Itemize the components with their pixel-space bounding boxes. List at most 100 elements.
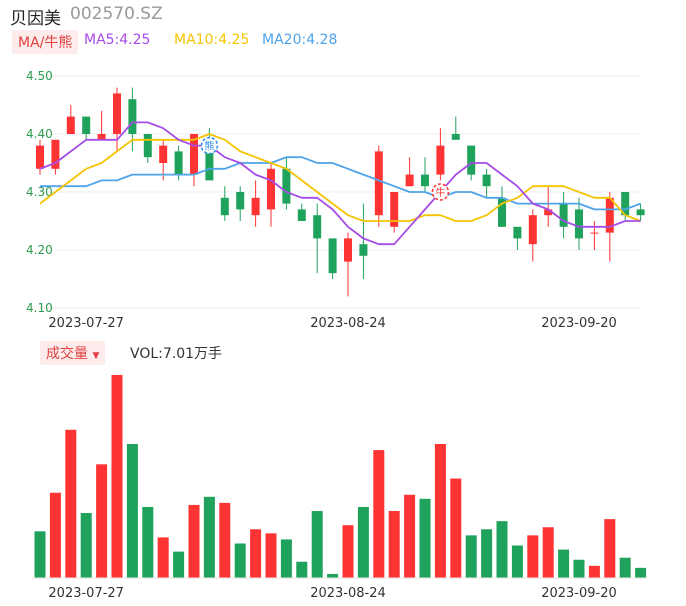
volume-bar (465, 535, 477, 578)
marker-label: 熊 (204, 140, 214, 153)
bear-marker-icon (200, 136, 219, 155)
candle-body (143, 134, 152, 158)
ma20-line (40, 156, 641, 211)
ma5-line (39, 121, 641, 246)
candle-body (205, 139, 214, 181)
volume-bar (434, 444, 446, 578)
marker-label: 牛 (435, 186, 445, 199)
volume-bar (173, 551, 185, 578)
x-tick-label: 2023-08-24 (310, 316, 386, 331)
candle-body (436, 145, 445, 175)
volume-bar (126, 444, 138, 578)
volume-bar (527, 535, 539, 578)
candle-body (297, 209, 306, 221)
candle-body (251, 197, 260, 216)
volume-bar (635, 567, 647, 578)
ma10-line (39, 133, 641, 222)
volume-bar (219, 502, 231, 578)
candle-body (359, 244, 368, 256)
candle-body (559, 203, 568, 227)
volume-bar (142, 506, 154, 578)
candle-body (528, 215, 537, 245)
candle-body (374, 151, 383, 216)
candle-body (482, 174, 491, 187)
volume-bar (481, 529, 493, 578)
candle-body (513, 226, 522, 239)
candle-body (313, 215, 322, 239)
volume-indicator-dropdown[interactable]: 成交量 ▼ (40, 341, 106, 365)
candle-body (451, 134, 460, 140)
volume-bar (96, 464, 108, 578)
candle-body (66, 116, 75, 134)
candle-body (236, 192, 245, 210)
y-tick-label: 4.20 (26, 243, 53, 257)
volume-label: 成交量 (46, 346, 88, 362)
volume-bar (357, 506, 369, 578)
volume-bar (373, 450, 385, 578)
volume-bar (111, 375, 123, 578)
volume-bar (203, 496, 215, 578)
volume-bar (234, 543, 246, 578)
y-tick-label: 4.10 (26, 301, 53, 315)
candle-body (344, 238, 352, 262)
candle-body (282, 168, 291, 204)
volume-bar (419, 498, 431, 578)
y-tick-label: 4.40 (26, 127, 53, 141)
candle-body (636, 209, 645, 216)
volume-bar (250, 529, 262, 578)
candle-body (605, 197, 614, 233)
candle-body (590, 232, 599, 234)
volume-value: VOL:7.01万手 (130, 346, 223, 362)
volume-bar (311, 511, 323, 578)
candle-body (421, 174, 429, 187)
candle-body (51, 139, 60, 169)
ma-toggle-button[interactable]: MA/牛熊 (12, 30, 79, 54)
candle-body (390, 192, 399, 227)
candle-body (190, 134, 198, 175)
volume-bar (342, 525, 354, 578)
volume-bar (558, 549, 570, 578)
volume-bar (327, 573, 339, 578)
volume-bar (496, 521, 508, 578)
volume-bar (157, 537, 169, 578)
volume-bar (511, 545, 523, 578)
candle-body (159, 145, 168, 163)
volume-bar (188, 504, 200, 578)
volume-bar (404, 494, 416, 578)
volume-bar (619, 557, 631, 578)
volume-bar (49, 492, 61, 578)
y-tick-label: 4.30 (26, 185, 53, 199)
volume-bar (280, 539, 292, 578)
ma20-value: MA20:4.28 (262, 32, 338, 48)
candle-body (621, 192, 630, 216)
y-tick-label: 4.50 (26, 69, 53, 83)
ma10-value: MA10:4.25 (174, 32, 250, 48)
candle-body (575, 209, 583, 239)
candle-body (128, 99, 137, 134)
candle-body (328, 238, 337, 274)
chevron-down-icon: ▼ (92, 351, 100, 361)
stock-name: 贝因美 (10, 9, 61, 29)
volume-bar (34, 531, 46, 578)
candle-body (97, 134, 106, 140)
volume-bar (450, 478, 462, 578)
candle-body (405, 174, 414, 187)
x-tick-label: 2023-07-27 (48, 586, 124, 601)
x-tick-label: 2023-08-24 (310, 586, 386, 601)
volume-bar (296, 561, 308, 578)
candle-body (267, 168, 275, 210)
bull-marker-icon (431, 183, 450, 201)
x-tick-label: 2023-09-20 (541, 586, 617, 601)
candle-body (36, 145, 44, 169)
candle-body (467, 145, 476, 175)
volume-bar (604, 519, 616, 578)
volume-bar (588, 565, 600, 578)
ma5-value: MA5:4.25 (84, 32, 151, 48)
volume-bar (65, 429, 77, 578)
candle-body (544, 209, 553, 216)
volume-bar (573, 559, 585, 578)
stock-code: 002570.SZ (70, 4, 163, 24)
volume-bar (542, 527, 554, 578)
candle-body (220, 197, 229, 216)
